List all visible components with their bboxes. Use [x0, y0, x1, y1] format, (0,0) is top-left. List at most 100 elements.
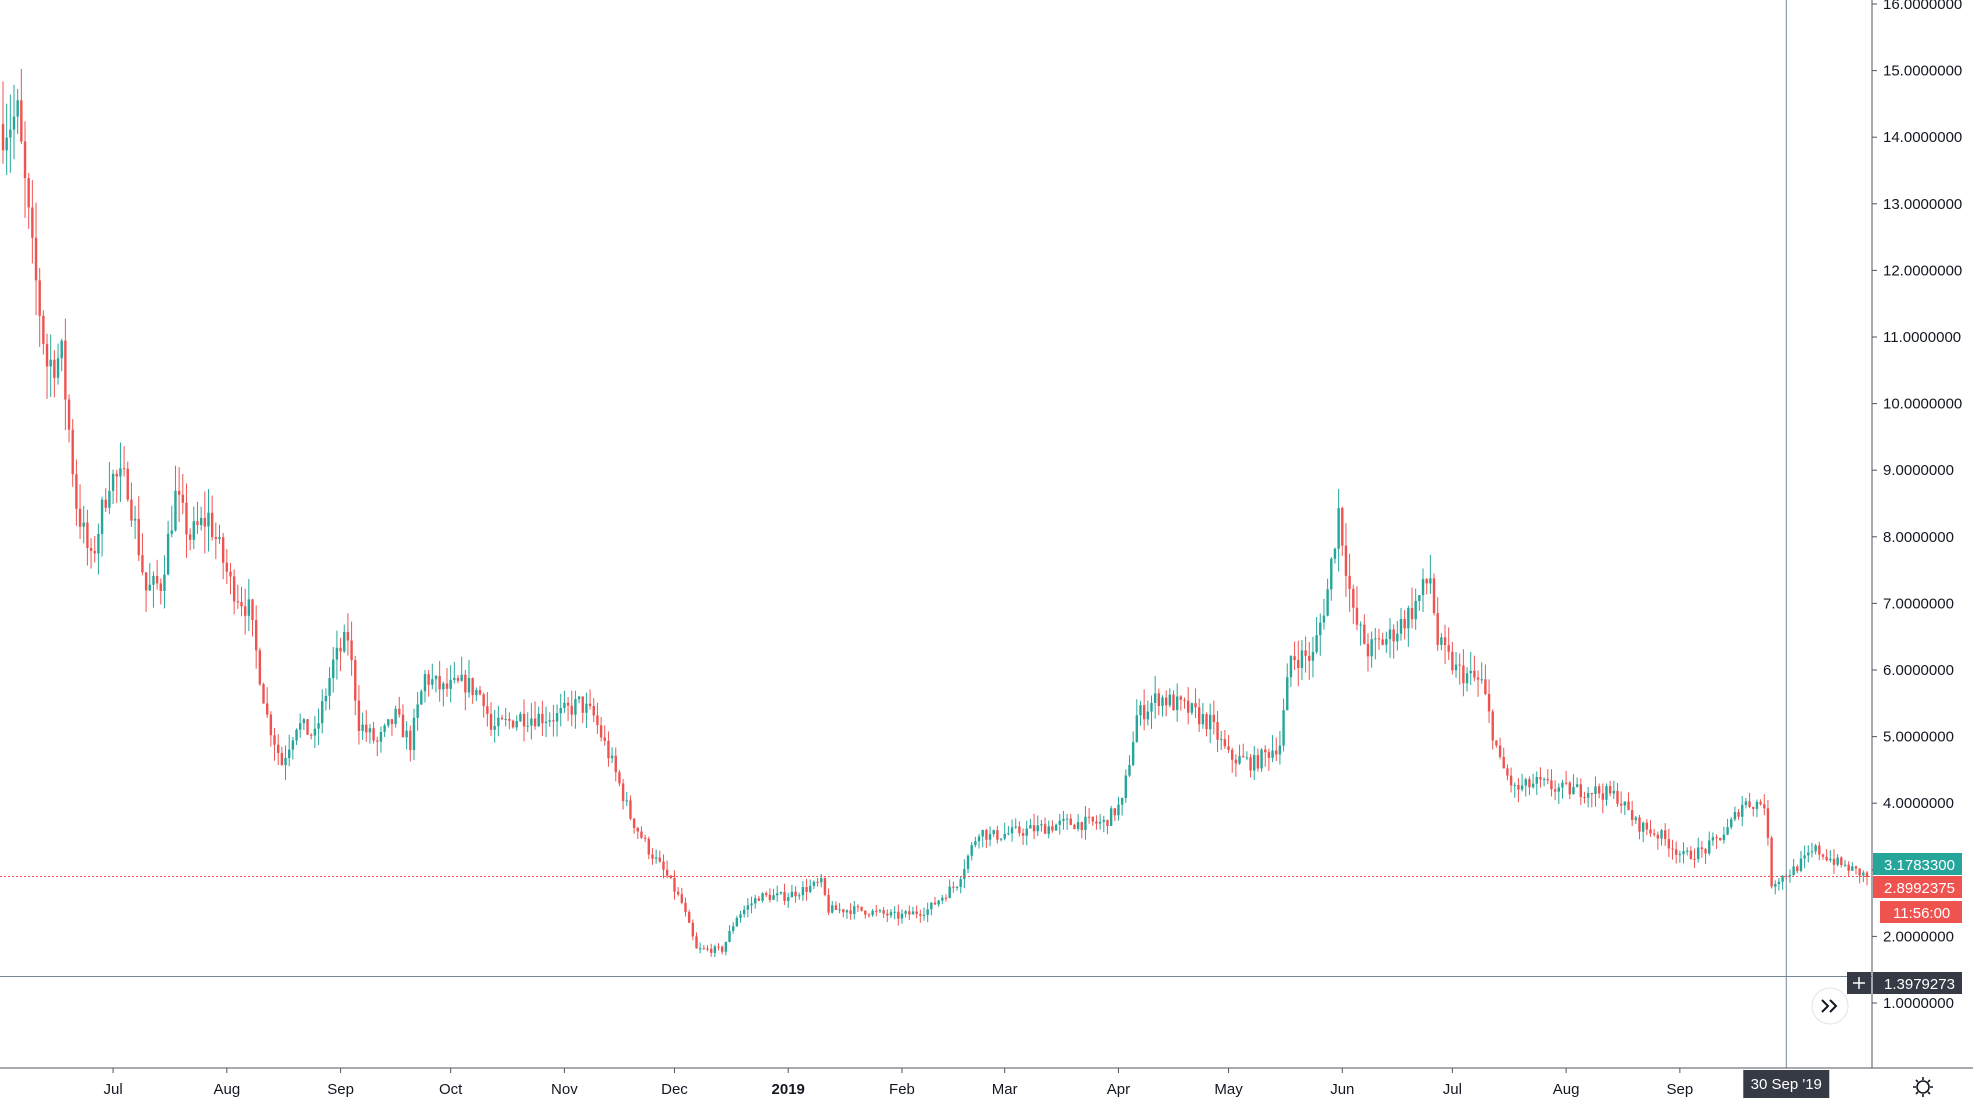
candle	[607, 731, 610, 767]
candle	[1495, 740, 1498, 748]
candle	[188, 528, 192, 551]
candle	[1473, 655, 1476, 682]
candle	[1513, 782, 1516, 798]
candle	[731, 921, 735, 934]
candle	[1179, 695, 1183, 711]
scroll-to-realtime-button[interactable]	[1811, 987, 1849, 1025]
candle	[1829, 850, 1832, 863]
time-tick-label: 2019	[772, 1081, 805, 1098]
candle	[1062, 810, 1065, 830]
candle	[1113, 807, 1116, 821]
candle	[1469, 651, 1472, 685]
candle	[566, 697, 570, 721]
candle	[1579, 778, 1582, 806]
candle	[1337, 488, 1340, 572]
candle	[317, 708, 320, 746]
candle	[1807, 845, 1810, 863]
candle	[1293, 641, 1296, 670]
candle	[302, 717, 306, 731]
candle	[133, 505, 137, 539]
candle	[779, 891, 783, 895]
candle	[1073, 823, 1076, 830]
candle	[1708, 831, 1711, 856]
candle	[64, 318, 67, 431]
candle	[199, 506, 203, 531]
candle	[1777, 877, 1781, 891]
candle	[86, 509, 89, 566]
candle	[412, 708, 416, 760]
candle	[350, 621, 353, 676]
candle	[1385, 631, 1388, 653]
candle	[1440, 633, 1443, 651]
candle	[1322, 598, 1326, 630]
candle	[1550, 769, 1553, 797]
price-tick-label: 6.0000000	[1883, 662, 1954, 679]
candle	[709, 943, 713, 957]
candle	[1667, 828, 1671, 858]
candle	[621, 778, 625, 810]
candle	[1836, 854, 1839, 867]
candle	[1153, 675, 1157, 719]
candle	[236, 584, 240, 609]
candle	[346, 613, 350, 656]
candle	[1641, 821, 1645, 843]
candle	[948, 879, 951, 899]
candle	[757, 895, 761, 902]
candle	[1084, 806, 1087, 840]
candle	[1814, 843, 1817, 855]
candle	[687, 909, 691, 923]
candle	[845, 909, 849, 919]
candle	[1730, 816, 1733, 830]
candle	[614, 747, 617, 782]
high-marker-label: 3.1783300	[1873, 853, 1962, 875]
candle	[1528, 776, 1531, 796]
candle	[343, 624, 346, 654]
candle	[1010, 819, 1014, 842]
candle	[420, 689, 423, 706]
candle	[1043, 817, 1047, 834]
candle	[1553, 780, 1557, 801]
candle	[1546, 769, 1549, 785]
candle	[1619, 791, 1623, 814]
candle	[684, 897, 687, 917]
candle	[541, 700, 544, 737]
candle	[1157, 688, 1161, 716]
candle	[1311, 636, 1315, 678]
candle	[475, 687, 478, 702]
candle	[321, 689, 324, 734]
candle	[992, 829, 995, 837]
candle	[1330, 557, 1333, 601]
candle	[1682, 842, 1685, 864]
chart-settings-button[interactable]	[1913, 1077, 1933, 1097]
candle	[1770, 835, 1773, 889]
price-tick-label: 16.0000000	[1883, 0, 1962, 13]
time-axis[interactable]: Jul Aug Sep Oct Nov Dec 2019 Feb Mar Apr May Jun Jul…	[103, 1068, 1693, 1098]
candle	[1091, 816, 1094, 826]
candle	[265, 687, 269, 718]
candle	[159, 578, 162, 605]
candle	[291, 736, 295, 760]
candle	[970, 842, 973, 861]
candle	[423, 669, 427, 703]
time-tick-label: Aug	[213, 1081, 240, 1098]
price-tick-label: 8.0000000	[1883, 529, 1954, 546]
candle	[115, 469, 118, 504]
candle	[16, 89, 19, 135]
candle	[853, 901, 856, 920]
candle	[78, 484, 82, 540]
candle	[254, 605, 258, 669]
svg-text:30 Sep '19: 30 Sep '19	[1751, 1076, 1822, 1093]
candle	[438, 661, 441, 702]
candle	[1557, 783, 1560, 804]
candle	[1366, 633, 1370, 672]
candle	[889, 909, 893, 919]
candle	[1146, 700, 1150, 726]
candle	[442, 681, 445, 707]
candle	[533, 701, 537, 730]
time-tick-label: Aug	[1553, 1081, 1580, 1098]
candle	[963, 859, 966, 889]
candle	[768, 888, 772, 903]
candle	[1359, 621, 1362, 646]
